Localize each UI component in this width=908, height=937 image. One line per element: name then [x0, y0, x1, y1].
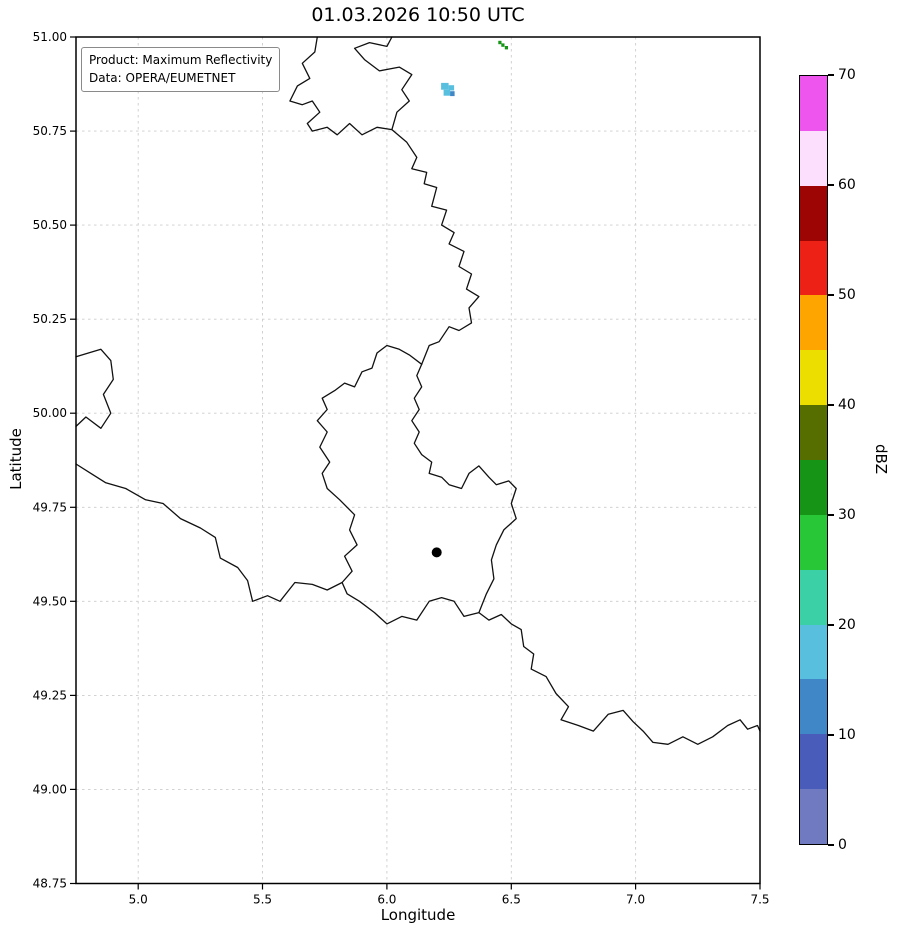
- radar-echo-cell: [441, 82, 449, 90]
- colorbar-segment: [800, 514, 827, 570]
- x-tick-label: 6.5: [502, 893, 521, 907]
- y-tick-label: 51.00: [33, 30, 67, 44]
- colorbar: [799, 75, 828, 845]
- radar-echo-cell: [504, 46, 508, 50]
- country-border: [289, 36, 393, 136]
- annotation-data-line: Data: OPERA/EUMETNET: [89, 71, 236, 85]
- colorbar-segment: [800, 679, 827, 735]
- annotation-product-line: Product: Maximum Reflectivity: [89, 53, 273, 67]
- radar-echo-cell: [448, 85, 455, 91]
- colorbar-segment: [800, 460, 827, 515]
- colorbar-segment: [800, 240, 827, 296]
- radar-echo-cell: [450, 91, 455, 97]
- y-tick-label: 49.50: [33, 594, 67, 608]
- y-tick-label: 50.75: [33, 124, 67, 138]
- y-tick-label: 49.25: [33, 688, 67, 702]
- x-tick-label: 5.5: [253, 893, 272, 907]
- x-axis-label: Longitude: [380, 906, 456, 924]
- country-border: [478, 611, 761, 745]
- colorbar-segment: [800, 789, 827, 845]
- colorbar-segment: [800, 350, 827, 406]
- colorbar-segment: [800, 569, 827, 625]
- country-border: [391, 128, 480, 365]
- country-border: [316, 344, 517, 625]
- colorbar-segment: [800, 130, 827, 186]
- colorbar-segment: [800, 405, 827, 461]
- radar-echo-cell: [443, 89, 451, 96]
- y-axis-label: Latitude: [7, 428, 25, 490]
- x-tick-label: 7.5: [750, 893, 769, 907]
- y-tick-label: 48.75: [33, 877, 67, 891]
- x-tick-label: 7.0: [626, 893, 645, 907]
- plot-frame: [75, 36, 761, 885]
- colorbar-label: dBZ: [872, 443, 890, 475]
- colorbar-segment: [800, 295, 827, 351]
- colorbar-segment: [800, 624, 827, 680]
- y-tick-label: 49.00: [33, 782, 67, 796]
- colorbar-segment: [800, 76, 827, 131]
- radar-echo-cell: [501, 43, 505, 47]
- country-border: [353, 36, 413, 131]
- country-border: [75, 348, 114, 429]
- colorbar-segment: [800, 185, 827, 241]
- radar-echo-cell: [498, 40, 502, 45]
- colorbar-segment: [800, 734, 827, 790]
- x-tick-label: 6.0: [377, 893, 396, 907]
- country-border: [75, 463, 343, 602]
- y-tick-label: 49.75: [33, 500, 67, 514]
- plot-title: 01.03.2026 10:50 UTC: [311, 4, 525, 26]
- annotation-box: Product: Maximum Reflectivity Data: OPER…: [81, 47, 281, 92]
- y-tick-label: 50.50: [33, 218, 67, 232]
- y-tick-label: 50.00: [33, 406, 67, 420]
- radar-site-marker: [431, 547, 442, 558]
- x-tick-label: 5.0: [129, 893, 148, 907]
- y-tick-label: 50.25: [33, 312, 67, 326]
